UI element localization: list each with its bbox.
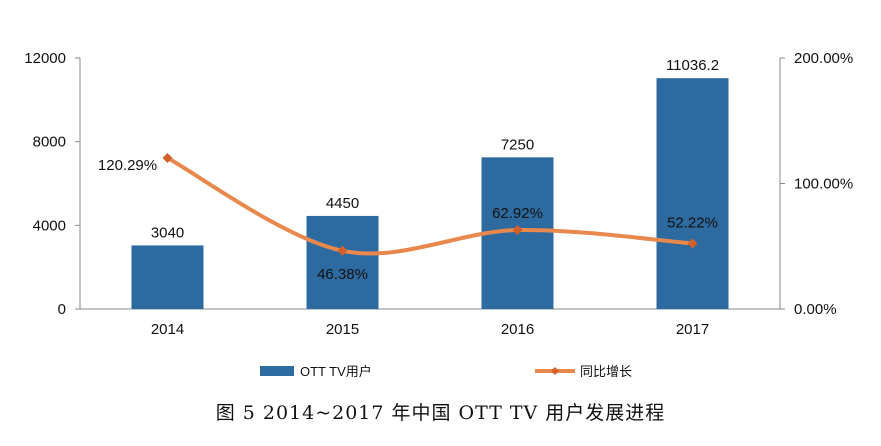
y-left-tick-label: 4000: [33, 217, 66, 234]
growth-line: [166, 156, 693, 256]
line-value-label: 62.92%: [492, 205, 543, 222]
figure-caption: 图 5 2014~2017 年中国 OTT TV 用户发展进程: [215, 402, 666, 424]
line-point: [162, 153, 173, 164]
line-value-label: 46.38%: [317, 266, 368, 283]
line-point: [687, 238, 698, 249]
y-left-tick-label: 8000: [33, 134, 66, 151]
line-value-label: 52.22%: [667, 214, 718, 231]
line-value-label: 120.29%: [98, 157, 157, 174]
legend-swatch-bar: [260, 366, 294, 376]
legend-label: OTT TV用户: [300, 364, 372, 379]
y-left-tick-label: 12000: [24, 50, 66, 67]
x-tick-label: 2015: [326, 321, 359, 338]
x-tick-label: 2016: [501, 321, 534, 338]
x-tick-label: 2014: [151, 321, 184, 338]
combo-chart: 0 4000 8000 12000 0.00% 100.00% 200.00% 2014 201…: [24, 50, 853, 379]
y-right-tick-label: 0.00%: [794, 301, 837, 318]
bar-value-label: 4450: [326, 195, 359, 212]
bar-value-label: 7250: [501, 136, 534, 153]
line-point: [337, 245, 348, 256]
x-tick-label: 2017: [676, 321, 709, 338]
y-right-tick-label: 100.00%: [794, 176, 853, 193]
bar: [131, 245, 204, 309]
bar: [656, 78, 729, 309]
bar-value-label: 11036.2: [666, 57, 719, 74]
y-right-tick-label: 200.00%: [794, 50, 853, 67]
y-left-tick-label: 0: [58, 301, 66, 318]
bar: [306, 215, 379, 309]
bar-value-label: 3040: [151, 224, 184, 241]
legend-marker: [551, 367, 559, 375]
legend-label: 同比增长: [580, 364, 632, 379]
line-point: [512, 225, 523, 236]
